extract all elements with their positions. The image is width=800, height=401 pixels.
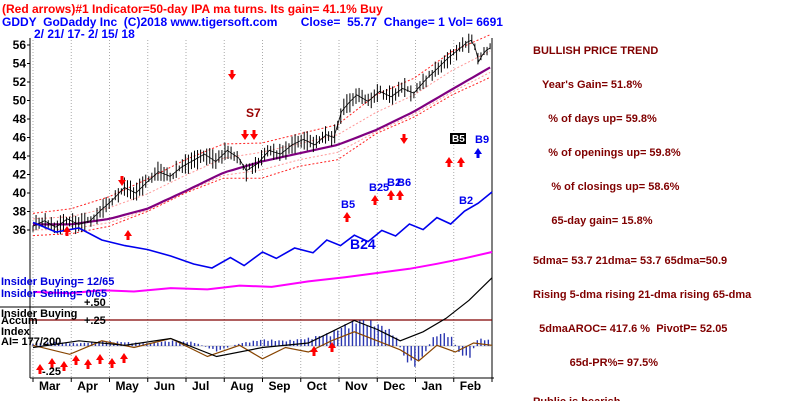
signal-arrow-down xyxy=(118,176,126,186)
stat-line: 65-day gain= 15.8% xyxy=(533,215,653,227)
signal-arrow-up xyxy=(72,355,80,365)
signal-arrow-up xyxy=(396,190,404,200)
signal-arrow-up xyxy=(457,157,465,167)
month-label: Oct xyxy=(307,379,327,393)
signal-label: B2 xyxy=(387,177,401,189)
signal-arrow-up xyxy=(328,342,336,352)
signal-arrow-down xyxy=(250,130,258,140)
signal-label: S7 xyxy=(246,106,261,120)
inner-upper-band xyxy=(32,50,491,220)
signal-arrow-up xyxy=(310,346,318,356)
signal-arrow-up xyxy=(36,364,44,374)
insider-buying-count: Insider Buying= 12/65 xyxy=(1,276,115,288)
stat-line: % of openings up= 59.8% xyxy=(533,147,681,159)
scale-label-plus25: +.25 xyxy=(84,315,106,327)
month-label: Dec xyxy=(383,379,405,393)
signal-arrow-down xyxy=(400,134,408,144)
signal-label: B5 xyxy=(452,134,465,145)
signal-arrow-up xyxy=(371,195,379,205)
signal-label-box xyxy=(450,133,466,144)
signal-arrow-up xyxy=(474,148,482,158)
signal-label: B24 xyxy=(350,236,376,252)
price-tick-label: 42 xyxy=(13,168,27,182)
stat-line: Rising 5-dma rising 21-dma rising 65-dma xyxy=(533,289,752,301)
signal-arrow-up xyxy=(343,212,351,222)
signal-label: B2 xyxy=(459,195,473,207)
price-tick-label: 46 xyxy=(13,131,27,145)
month-label: Sep xyxy=(269,379,291,393)
lower-band xyxy=(32,76,491,237)
obv-line xyxy=(32,251,493,295)
signal-arrow-up xyxy=(387,190,395,200)
insider-selling-count: Insider Selling= 0/65 xyxy=(1,288,108,300)
stat-line: BULLISH PRICE TREND xyxy=(533,45,659,57)
analysis-panel: BULLISH PRICE TREND Year's Gain= 51.8% %… xyxy=(533,22,751,401)
indicator-headline: (Red arrows)#1 Indicator=50-day IPA ma t… xyxy=(2,2,383,16)
signal-arrow-up xyxy=(48,358,56,368)
stat-line: 65d-PR%= 97.5% xyxy=(533,357,659,369)
stat-line: % of days up= 59.8% xyxy=(533,113,657,125)
month-label: Jun xyxy=(154,379,175,393)
month-label: Aug xyxy=(230,379,253,393)
upper-band xyxy=(32,34,491,214)
signal-arrow-up xyxy=(108,358,116,368)
signal-label: B25 xyxy=(369,182,389,194)
price-tick-label: 52 xyxy=(13,75,27,89)
signal-label: B9 xyxy=(475,134,489,146)
signal-label: B5 xyxy=(341,199,355,211)
price-tick-label: 50 xyxy=(13,94,27,108)
price-tick-label: 36 xyxy=(13,223,27,237)
accum-index-line xyxy=(32,277,493,358)
date-range: 2/ 21/ 17- 2/ 15/ 18 xyxy=(34,27,135,41)
price-tick-label: 40 xyxy=(13,186,27,200)
accumulation-index-value: AI= 177/200 xyxy=(1,336,62,348)
price-line xyxy=(32,39,491,228)
price-tick-label: 44 xyxy=(13,149,27,163)
accum-label: Accum xyxy=(1,315,38,327)
price-tick-label: 56 xyxy=(13,38,27,52)
ma50-line xyxy=(33,66,491,226)
signal-arrow-down xyxy=(241,130,249,140)
signal-label: B6 xyxy=(397,177,411,189)
closing-power-line xyxy=(32,191,493,269)
index-label: Index xyxy=(1,326,30,338)
month-label: Jul xyxy=(192,379,209,393)
stat-line: Public is bearish xyxy=(533,397,751,401)
stat-line: 5dma= 53.7 21dma= 53.7 65dma=50.9 xyxy=(533,255,728,267)
insider-buying-label: Insider Buying xyxy=(1,308,78,320)
signal-arrow-up xyxy=(84,359,92,369)
month-label: Mar xyxy=(39,379,61,393)
month-label: Apr xyxy=(77,379,98,393)
signal-arrow-down xyxy=(228,70,236,80)
month-label: Feb xyxy=(460,379,481,393)
month-label: Jan xyxy=(422,379,443,393)
signal-arrow-up xyxy=(63,226,71,236)
ticker-summary: GDDY GoDaddy Inc (C)2018 www.tigersoft.c… xyxy=(2,15,503,29)
signal-arrow-up xyxy=(60,361,68,371)
signal-arrow-up xyxy=(96,354,104,364)
rel-strength-line xyxy=(32,331,493,362)
signal-arrow-up xyxy=(124,230,132,240)
scale-label-minus25: -.25 xyxy=(42,366,61,378)
stat-line: Year's Gain= 51.8% xyxy=(533,79,643,91)
month-label: Nov xyxy=(345,379,368,393)
scale-label-plus50: +.50 xyxy=(84,297,106,309)
signal-arrow-up xyxy=(445,157,453,167)
price-tick-label: 38 xyxy=(13,205,27,219)
stat-line: % of closings up= 58.6% xyxy=(533,181,680,193)
price-tick-label: 54 xyxy=(13,57,27,71)
month-label: May xyxy=(116,379,140,393)
stat-line: 5dmaAROC= 417.6 % PivotP= 52.05 xyxy=(533,323,728,335)
price-tick-label: 48 xyxy=(13,112,27,126)
inner-lower-band xyxy=(32,71,491,231)
signal-arrow-up xyxy=(120,353,128,363)
